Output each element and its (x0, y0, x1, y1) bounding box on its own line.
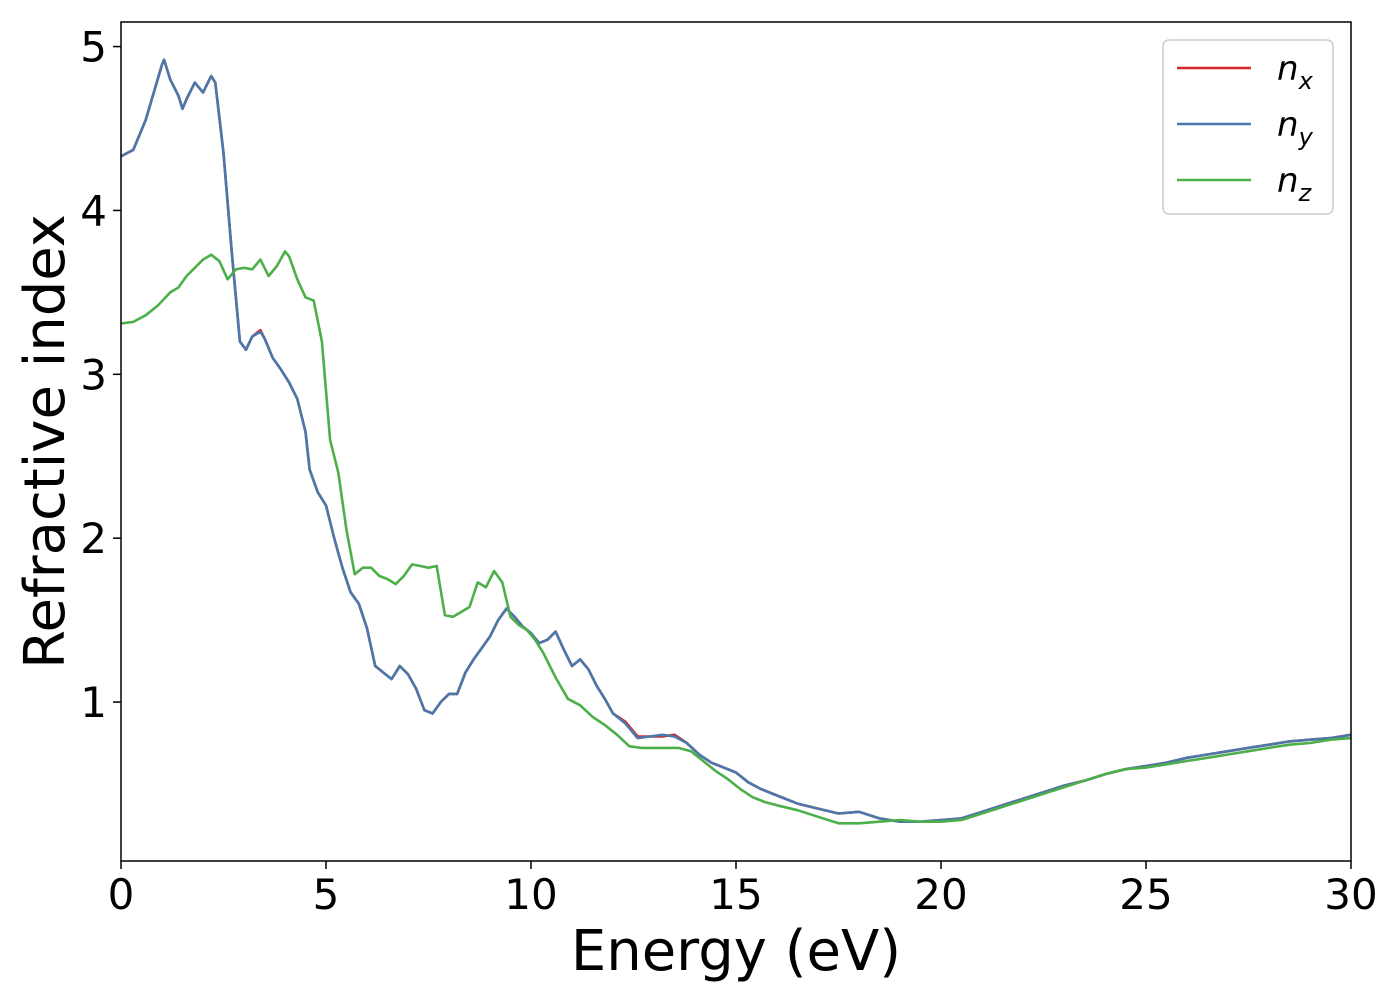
y-tick-label: 4 (80, 186, 107, 235)
x-tick-label: 0 (108, 870, 135, 919)
y-tick-label: 1 (80, 678, 107, 727)
x-axis-ticks: 0 5 10 15 20 25 30 (108, 861, 1378, 919)
legend-label-subscript: z (1298, 179, 1313, 207)
y-axis-label: Refractive index (13, 214, 78, 669)
series-line-z (121, 250, 1351, 825)
x-tick-label: 20 (914, 870, 967, 919)
y-tick-label: 3 (80, 350, 107, 399)
x-tick-label: 10 (504, 870, 557, 919)
legend-label-base: n (1277, 105, 1299, 145)
legend-label-x: nx (1277, 49, 1314, 95)
y-axis-ticks: 1 2 3 4 5 (80, 23, 121, 727)
x-tick-label: 15 (709, 870, 762, 919)
legend-label-base: n (1277, 161, 1299, 201)
legend-label-subscript: x (1298, 67, 1314, 95)
y-tick-label: 5 (80, 23, 107, 72)
legend-label-subscript: y (1298, 123, 1314, 151)
x-tick-label: 25 (1119, 870, 1172, 919)
series-layer (121, 58, 1351, 825)
y-tick-label: 2 (80, 514, 107, 563)
legend-label-z: nz (1277, 161, 1313, 207)
x-axis-label: Energy (eV) (571, 919, 901, 984)
x-tick-label: 5 (313, 870, 340, 919)
legend-label-y: ny (1277, 105, 1314, 151)
legend-box (1162, 39, 1334, 215)
legend-label-base: n (1277, 49, 1299, 89)
x-tick-label: 30 (1324, 870, 1377, 919)
